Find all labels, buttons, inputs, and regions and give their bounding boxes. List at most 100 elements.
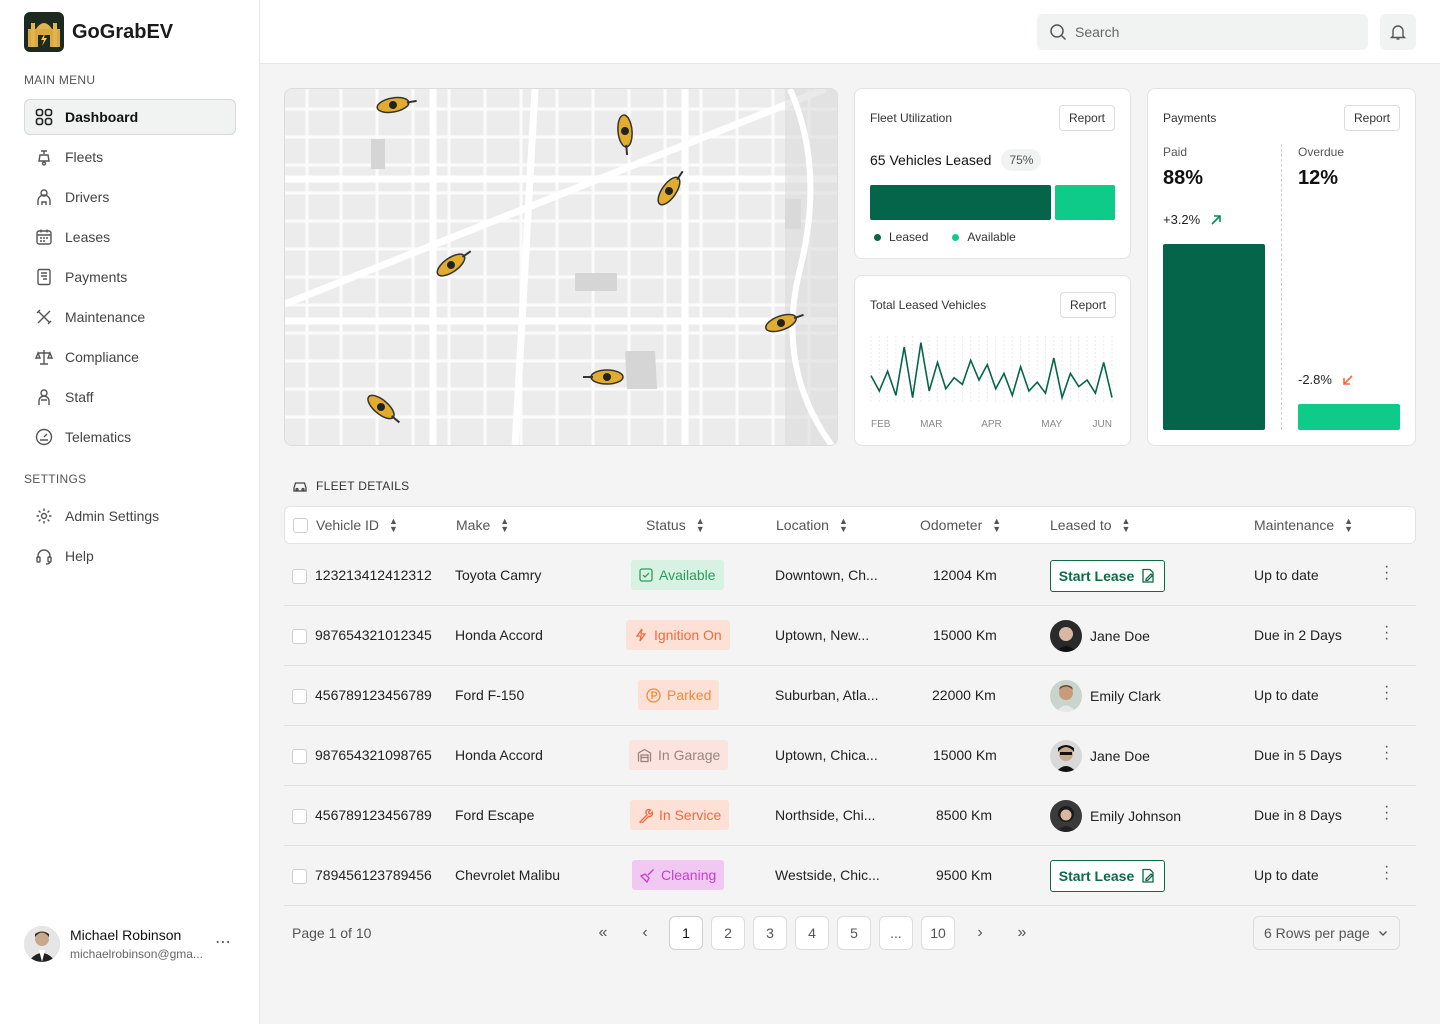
last-page-button[interactable]: » [1005, 916, 1039, 950]
row-checkbox[interactable] [292, 629, 307, 644]
row-menu-icon[interactable]: · · · [1384, 738, 1390, 767]
button-label: Start Lease [1058, 568, 1135, 584]
more-options-icon[interactable]: ⋯ [215, 934, 232, 951]
lightning-icon [635, 628, 647, 642]
search-input[interactable] [1075, 24, 1335, 40]
legend-dot [952, 233, 960, 241]
arrow-up-right-icon [1211, 214, 1222, 225]
prev-page-button[interactable]: ‹ [628, 916, 662, 950]
column-header-leased-to[interactable]: Leased to ▲ ▼ [1050, 517, 1130, 534]
search-icon [1050, 24, 1067, 41]
row-menu-icon[interactable]: · · · [1384, 858, 1390, 887]
first-page-button[interactable]: « [586, 916, 620, 950]
page-button-5[interactable]: 5 [837, 916, 871, 950]
column-header-location[interactable]: Location ▲ ▼ [776, 517, 848, 534]
sidebar-item-label: Compliance [65, 349, 139, 365]
row-checkbox[interactable] [292, 569, 307, 584]
brand-name: GoGrabEV [72, 20, 174, 43]
column-header-maintenance[interactable]: Maintenance ▲ ▼ [1254, 517, 1353, 534]
map-canvas [285, 89, 837, 445]
row-menu-icon[interactable]: · · · [1384, 558, 1390, 587]
status-badge: In Service [630, 800, 730, 830]
table-row[interactable]: 987654321012345 Honda Accord Ignition On… [284, 606, 1416, 666]
fleet-map[interactable] [284, 88, 838, 446]
avatar [1050, 800, 1082, 832]
leased-line-chart: FEB MAR APR MAY JUN [870, 336, 1113, 430]
search-bar[interactable] [1037, 14, 1368, 50]
page-button-3[interactable]: 3 [753, 916, 787, 950]
row-menu-icon[interactable]: · · · [1384, 618, 1390, 647]
status-badge: Available [631, 560, 724, 590]
leased-to-person[interactable]: Emily Johnson [1050, 800, 1181, 832]
receipt-icon [37, 268, 51, 286]
row-checkbox[interactable] [292, 689, 307, 704]
table-row[interactable]: 987654321098765 Honda Accord In Garage U… [284, 726, 1416, 786]
row-menu-icon[interactable]: · · · [1384, 678, 1390, 707]
table-row[interactable]: 456789123456789 Ford Escape In Service N… [284, 786, 1416, 846]
utilization-bar [870, 185, 1115, 220]
vehicle-id: 987654321098765 [315, 747, 432, 763]
page-info: Page 1 of 10 [292, 925, 372, 941]
double-chevron-right-icon: » [1017, 924, 1027, 941]
table-row[interactable]: 123213412412312 Toyota Camry Available D… [284, 546, 1416, 606]
sidebar-item-label: Maintenance [65, 309, 146, 325]
vehicle-make: Ford F-150 [455, 687, 525, 703]
fleet-utilization-report-button[interactable]: Report [1059, 105, 1116, 131]
page-button-2[interactable]: 2 [711, 916, 745, 950]
column-header-status[interactable]: Status ▲ ▼ [646, 517, 705, 534]
payments-card: Payments Report Paid 88% +3.2% Overdue 1… [1147, 88, 1416, 446]
brand[interactable]: GoGrabEV [24, 12, 173, 52]
table-row[interactable]: 789456123789456 Chevrolet Malibu Cleanin… [284, 846, 1416, 906]
page-button-1[interactable]: 1 [669, 916, 703, 950]
sidebar-item-staff[interactable]: Staff [24, 379, 236, 415]
table-row[interactable]: 456789123456789 Ford F-150 Parked Suburb… [284, 666, 1416, 726]
double-chevron-left-icon: « [598, 924, 608, 941]
leased-to-person[interactable]: Emily Clark [1050, 680, 1161, 712]
leased-to-person[interactable]: Jane Doe [1050, 740, 1150, 772]
sidebar-item-leases[interactable]: Leases [24, 219, 236, 255]
next-page-button[interactable]: › [963, 916, 997, 950]
sidebar-item-help[interactable]: Help [24, 538, 236, 574]
column-header-odometer[interactable]: Odometer ▲ ▼ [920, 516, 1002, 534]
document-sign-icon [1142, 868, 1154, 883]
user-profile[interactable]: Michael Robinson michaelrobinson@gma... … [24, 924, 236, 964]
person-name: Jane Doe [1090, 748, 1150, 764]
total-leased-report-button[interactable]: Report [1060, 292, 1117, 318]
page-button-4[interactable]: 4 [795, 916, 829, 950]
sidebar-item-maintenance[interactable]: Maintenance [24, 299, 236, 335]
column-label: Maintenance [1254, 517, 1335, 533]
vehicle-location: Uptown, New... [775, 627, 870, 643]
overdue-value: 12% [1298, 167, 1339, 189]
status-badge: Ignition On [626, 620, 730, 650]
notifications-button[interactable] [1380, 14, 1416, 50]
vehicle-odometer: 12004 Km [933, 567, 997, 583]
sidebar-item-telematics[interactable]: Telematics [24, 419, 236, 455]
sidebar-item-compliance[interactable]: Compliance [24, 339, 236, 375]
leased-to-person[interactable]: Jane Doe [1050, 620, 1150, 652]
sort-icon: ▲ ▼ [992, 516, 1002, 534]
status-label: Ignition On [654, 627, 722, 643]
column-header-make[interactable]: Make ▲ ▼ [456, 517, 509, 534]
rows-per-page-select[interactable]: 6 Rows per page [1253, 916, 1400, 950]
sidebar-item-admin-settings[interactable]: Admin Settings [24, 498, 236, 534]
row-checkbox[interactable] [292, 749, 307, 764]
row-checkbox[interactable] [292, 869, 307, 884]
select-all-checkbox[interactable] [293, 518, 308, 533]
sidebar-item-fleets[interactable]: Fleets [24, 139, 236, 175]
sidebar-item-dashboard[interactable]: Dashboard [24, 99, 236, 135]
status-badge: Cleaning [632, 860, 725, 890]
start-lease-button[interactable]: Start Lease [1050, 560, 1165, 592]
sidebar-item-drivers[interactable]: Drivers [24, 179, 236, 215]
sidebar-item-payments[interactable]: Payments [24, 259, 236, 295]
start-lease-button[interactable]: Start Lease [1050, 860, 1165, 892]
page-button-10[interactable]: 10 [921, 916, 955, 950]
card-title: Total Leased Vehicles [870, 298, 987, 312]
page-ellipsis[interactable]: ... [879, 916, 913, 950]
payments-report-button[interactable]: Report [1344, 105, 1401, 131]
column-label: Odometer [920, 517, 983, 533]
row-checkbox[interactable] [292, 809, 307, 824]
vehicle-markers [367, 96, 804, 424]
column-header-vehicle-id[interactable]: Vehicle ID ▲ ▼ [316, 517, 398, 534]
vehicle-odometer: 8500 Km [936, 807, 993, 823]
row-menu-icon[interactable]: · · · [1384, 798, 1390, 827]
